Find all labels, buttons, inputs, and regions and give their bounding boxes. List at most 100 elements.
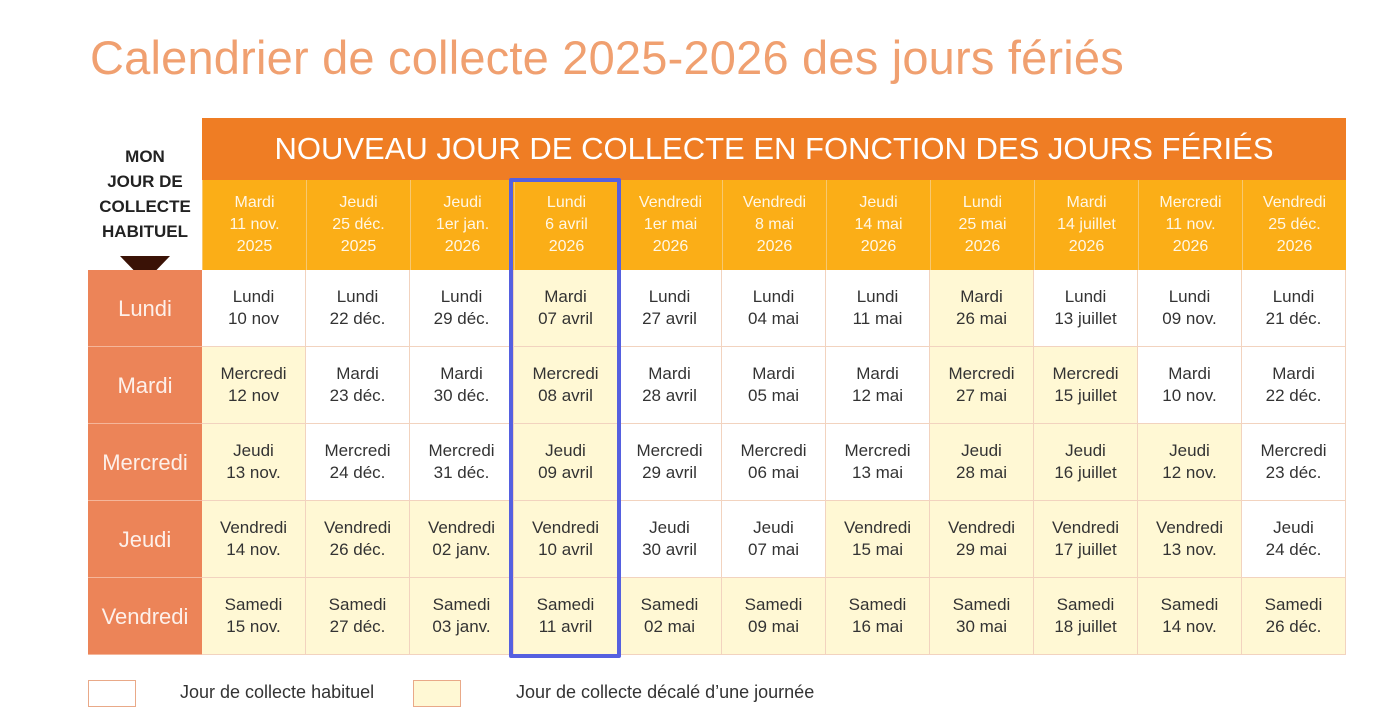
- cell-day: Samedi: [1160, 595, 1219, 614]
- table-cell: Mercredi 06 mai: [722, 424, 826, 501]
- cell-day: Vendredi: [1155, 518, 1224, 537]
- holiday-date: 11 nov.: [1165, 216, 1216, 233]
- cell-date: 29 mai: [955, 540, 1008, 559]
- cell-date: 29 déc.: [433, 309, 490, 328]
- holiday-day: Jeudi: [443, 194, 482, 211]
- holiday-date: 25 déc.: [332, 216, 385, 233]
- holiday-date: 11 nov.: [229, 216, 280, 233]
- table-cell: Jeudi 28 mai: [930, 424, 1034, 501]
- table-cell: Mardi 23 déc.: [306, 347, 410, 424]
- collection-calendar-table: MON JOUR DE COLLECTE HABITUEL NOUVEAU JO…: [88, 118, 1346, 656]
- table-cell: Jeudi 09 avril: [514, 424, 618, 501]
- cell-date: 31 déc.: [433, 463, 490, 482]
- cell-day: Jeudi: [233, 441, 274, 460]
- cell-day: Lundi: [648, 287, 691, 306]
- cell-date: 02 mai: [643, 617, 696, 636]
- cell-date: 30 avril: [642, 540, 697, 559]
- usual-day-label: Mardi: [88, 347, 202, 424]
- cell-day: Lundi: [1272, 287, 1315, 306]
- holiday-date: 6 avril: [545, 216, 588, 233]
- corner-line: JOUR DE: [107, 172, 183, 191]
- table-cell: Mardi 10 nov.: [1138, 347, 1242, 424]
- cell-date: 04 mai: [747, 309, 800, 328]
- holiday-date: 25 déc.: [1268, 216, 1321, 233]
- table-cell: Samedi 26 déc.: [1242, 578, 1346, 655]
- cell-day: Samedi: [640, 595, 699, 614]
- cell-day: Mercredi: [844, 441, 911, 460]
- cell-date: 10 nov: [227, 309, 280, 328]
- cell-date: 26 mai: [955, 309, 1008, 328]
- cell-day: Vendredi: [1051, 518, 1120, 537]
- table-cell: Mercredi 24 déc.: [306, 424, 410, 501]
- table-cell: Vendredi 15 mai: [826, 501, 930, 578]
- cell-date: 06 mai: [747, 463, 800, 482]
- cell-day: Samedi: [224, 595, 283, 614]
- cell-date: 27 déc.: [329, 617, 386, 636]
- table-cell: Samedi 15 nov.: [202, 578, 306, 655]
- table-cell: Lundi 27 avril: [618, 270, 722, 347]
- cell-date: 09 nov.: [1162, 309, 1217, 328]
- cell-day: Mardi: [1272, 364, 1315, 383]
- banner-title: NOUVEAU JOUR DE COLLECTE EN FONCTION DES…: [202, 118, 1346, 180]
- usual-day-label: Jeudi: [88, 501, 202, 578]
- cell-day: Mercredi: [220, 364, 287, 383]
- cell-day: Jeudi: [1273, 518, 1314, 537]
- holiday-date: 1er jan.: [435, 216, 490, 233]
- highlighted-column-frame: [509, 178, 621, 658]
- cell-day: Vendredi: [219, 518, 288, 537]
- cell-date: 10 nov.: [1162, 386, 1217, 405]
- holiday-day: Vendredi: [742, 194, 807, 211]
- table-cell: Vendredi 14 nov.: [202, 501, 306, 578]
- holiday-year: 2025: [236, 238, 273, 255]
- cell-date: 09 avril: [538, 463, 593, 482]
- cell-day: Samedi: [1264, 595, 1323, 614]
- cell-date: 07 mai: [747, 540, 800, 559]
- cell-day: Jeudi: [1169, 441, 1210, 460]
- holiday-date: 14 juillet: [1057, 216, 1116, 233]
- cell-day: Jeudi: [1065, 441, 1106, 460]
- cell-date: 30 mai: [955, 617, 1008, 636]
- holiday-year: 2026: [652, 238, 689, 255]
- cell-date: 12 nov: [227, 386, 280, 405]
- table-cell: Jeudi 12 nov.: [1138, 424, 1242, 501]
- holiday-day: Vendredi: [638, 194, 703, 211]
- usual-day-label: Lundi: [88, 270, 202, 347]
- table-cell: Lundi 10 nov: [202, 270, 306, 347]
- table-cell: Vendredi 17 juillet: [1034, 501, 1138, 578]
- table-cell: Vendredi 02 janv.: [410, 501, 514, 578]
- corner-line: COLLECTE: [99, 197, 191, 216]
- table-cell: Mardi 12 mai: [826, 347, 930, 424]
- holiday-date: 8 mai: [754, 216, 795, 233]
- table-cell: Vendredi 10 avril: [514, 501, 618, 578]
- table-cell: Lundi 09 nov.: [1138, 270, 1242, 347]
- holiday-day: Mardi: [234, 194, 275, 211]
- cell-day: Vendredi: [843, 518, 912, 537]
- cell-date: 13 nov.: [226, 463, 281, 482]
- table-cell: Lundi 21 déc.: [1242, 270, 1346, 347]
- holiday-header: Mardi 11 nov. 2025: [202, 180, 306, 270]
- holiday-day: Lundi: [962, 194, 1003, 211]
- table-cell: Samedi 14 nov.: [1138, 578, 1242, 655]
- table-cell: Samedi 03 janv.: [410, 578, 514, 655]
- cell-date: 28 avril: [642, 386, 697, 405]
- holiday-header: Jeudi 25 déc. 2025: [306, 180, 410, 270]
- holiday-year: 2026: [548, 238, 585, 255]
- holiday-day: Mercredi: [1159, 194, 1222, 211]
- cell-day: Mardi: [440, 364, 483, 383]
- table-cell: Samedi 02 mai: [618, 578, 722, 655]
- table-cell: Lundi 22 déc.: [306, 270, 410, 347]
- cell-day: Mardi: [648, 364, 691, 383]
- cell-date: 02 janv.: [432, 540, 491, 559]
- cell-date: 18 juillet: [1054, 617, 1117, 636]
- cell-date: 23 déc.: [329, 386, 386, 405]
- cell-date: 17 juillet: [1054, 540, 1117, 559]
- cell-date: 16 mai: [851, 617, 904, 636]
- table-cell: Mardi 28 avril: [618, 347, 722, 424]
- holiday-header: Mercredi 11 nov. 2026: [1138, 180, 1242, 270]
- table-cell: Mercredi 15 juillet: [1034, 347, 1138, 424]
- holiday-date: 1er mai: [643, 216, 698, 233]
- holiday-header: Lundi 25 mai 2026: [930, 180, 1034, 270]
- holiday-year: 2025: [340, 238, 377, 255]
- table-cell: Mardi 05 mai: [722, 347, 826, 424]
- holiday-header: Vendredi 25 déc. 2026: [1242, 180, 1346, 270]
